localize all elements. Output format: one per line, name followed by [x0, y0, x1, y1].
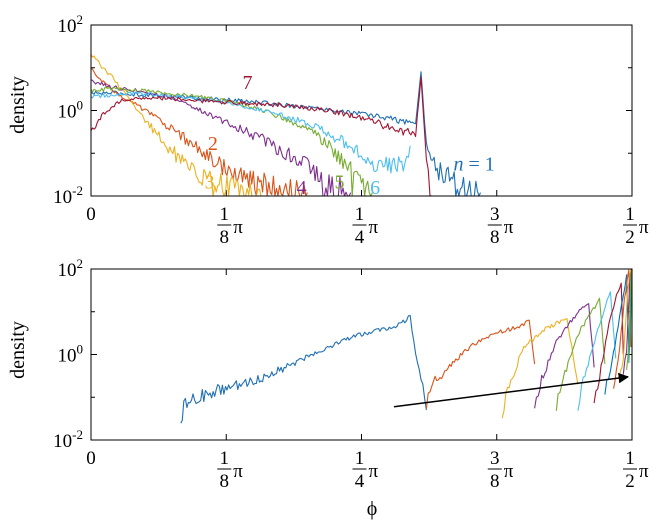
- top-series-6: [90, 91, 411, 174]
- top-series-label: 4: [297, 177, 307, 199]
- top-xtick-den: 2: [625, 227, 635, 248]
- top-series-3: [90, 53, 265, 197]
- top-xtick-pi: π: [369, 217, 379, 238]
- bottom-series-1: [180, 315, 427, 424]
- bottom-ytick-label: 100: [58, 342, 84, 367]
- top-ytick-label: 100: [58, 98, 84, 123]
- top-xtick-num: 1: [355, 204, 365, 225]
- top-series-label: n = 1: [453, 153, 494, 175]
- bottom-xtick-den: 4: [355, 471, 365, 492]
- top-xtick-den: 8: [490, 227, 500, 248]
- bottom-xticks: 0 18 π14 π38 π12 π: [86, 269, 649, 492]
- top-xtick-label: 0: [86, 204, 96, 225]
- top-xtick-pi: π: [504, 217, 514, 238]
- bottom-arrow-group: [393, 372, 630, 408]
- top-yticks: 102 100 10-2: [53, 12, 632, 208]
- bottom-series-5: [555, 297, 606, 411]
- top-series-label: 3: [205, 171, 215, 193]
- top-series-2: [91, 68, 308, 197]
- bottom-xtick-num: 1: [355, 448, 365, 469]
- bottom-xtick-pi: π: [639, 461, 649, 482]
- bottom-series-9: [613, 269, 632, 389]
- bottom-series-3: [501, 318, 579, 419]
- bottom-xtick-label: 0: [86, 448, 96, 469]
- top-annotations: 7 2 3 4 5 6 n = 1: [205, 72, 495, 199]
- top-xticks: 0 18 π14 π38 π12 π: [86, 25, 649, 248]
- top-xtick-num: 1: [220, 204, 230, 225]
- bottom-xlabel: ϕ: [367, 498, 378, 520]
- top-xtick-pi: π: [639, 217, 649, 238]
- bottom-series-7: [593, 282, 624, 404]
- bottom-xtick-den: 8: [490, 471, 500, 492]
- top-series-label: 7: [242, 72, 252, 94]
- bottom-xtick-pi: π: [233, 461, 243, 482]
- bottom-xtick-pi: π: [504, 461, 514, 482]
- bottom-xtick-pi: π: [369, 461, 379, 482]
- bottom-series-4: [534, 303, 595, 409]
- bottom-series-2: [425, 319, 536, 409]
- top-axes-frame: [90, 24, 633, 197]
- bottom-xtick-den: 8: [220, 471, 230, 492]
- top-ytick-label: 10-2: [53, 183, 83, 208]
- top-ytick-label: 102: [58, 12, 84, 37]
- top-xtick-num: 1: [625, 204, 635, 225]
- bottom-xtick-den: 2: [625, 471, 635, 492]
- bottom-series-6: [577, 291, 617, 411]
- bottom-xtick-num: 3: [490, 448, 500, 469]
- bottom-series-13: [628, 268, 633, 364]
- top-xtick-num: 3: [490, 204, 500, 225]
- bottom-xtick-num: 1: [625, 448, 635, 469]
- top-series-7: [90, 76, 432, 197]
- bottom-ytick-label: 10-2: [53, 427, 83, 452]
- bottom-ylabel: density: [7, 321, 29, 379]
- bottom-series-group: [180, 268, 633, 424]
- top-series-label: 6: [370, 177, 380, 199]
- bottom-xtick-num: 1: [220, 448, 230, 469]
- bottom-series-8: [604, 274, 630, 395]
- bottom-yticks: 102 100 10-2: [53, 256, 632, 452]
- top-xtick-den: 4: [355, 227, 365, 248]
- bottom-trend-arrow: [393, 372, 630, 408]
- bottom-axes-frame: [90, 268, 633, 441]
- top-series-label: 2: [208, 133, 218, 155]
- top-ylabel: density: [7, 76, 29, 134]
- top-xtick-den: 8: [220, 227, 230, 248]
- bottom-ytick-label: 102: [58, 256, 84, 281]
- top-series-label: 5: [334, 171, 344, 193]
- top-xtick-pi: π: [233, 217, 243, 238]
- top-series-group: [90, 53, 482, 197]
